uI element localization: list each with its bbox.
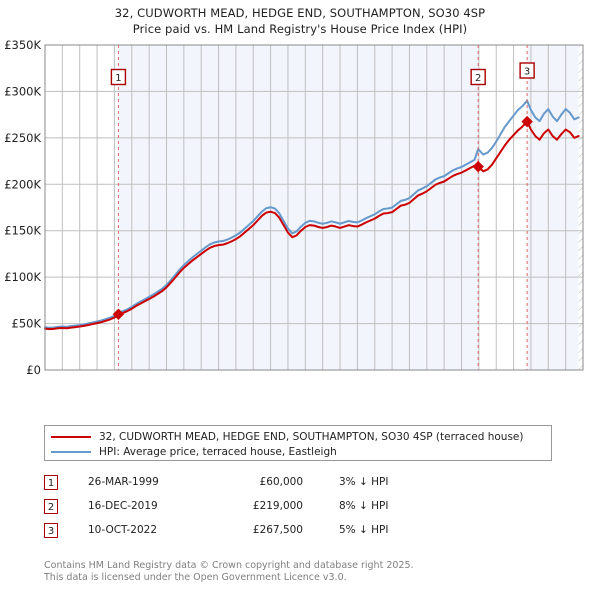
page-title: 32, CUDWORTH MEAD, HEDGE END, SOUTHAMPTO…: [0, 5, 600, 37]
legend-label-hpi: HPI: Average price, terraced house, East…: [99, 446, 337, 458]
footer-line-1: Contains HM Land Registry data © Crown c…: [44, 560, 414, 571]
transaction-date: 16-DEC-2019: [88, 500, 158, 512]
transaction-date: 26-MAR-1999: [88, 476, 159, 488]
footer-line-2: This data is licensed under the Open Gov…: [44, 571, 347, 583]
transactions-table: 1 26-MAR-1999 £60,000 3% ↓ HPI 2 16-DEC-…: [44, 470, 464, 542]
transaction-badge: 3: [44, 522, 58, 538]
ownership-shaded-bands: [45, 45, 583, 370]
transaction-hpi-delta: 5% ↓ HPI: [339, 524, 389, 536]
svg-text:£350K: £350K: [4, 40, 41, 52]
transaction-price: £267,500: [252, 524, 303, 536]
legend-item-property: 32, CUDWORTH MEAD, HEDGE END, SOUTHAMPTO…: [51, 430, 545, 444]
svg-text:£150K: £150K: [4, 224, 41, 238]
price-history-line-chart: £0£50K£100K£150K£200K£250K£300K£350K 199…: [4, 40, 584, 375]
transaction-hpi-delta: 8% ↓ HPI: [339, 500, 389, 512]
chart-frame: [44, 44, 584, 371]
svg-text:2: 2: [475, 73, 481, 84]
y-axis-tick-labels: £0 £50K £100K £150K £200K £250K £300K £350K: [4, 40, 41, 375]
legend-label-property: 32, CUDWORTH MEAD, HEDGE END, SOUTHAMPTO…: [99, 431, 524, 443]
legend-swatch-property: [51, 436, 91, 438]
no-data-hatched-band: [578, 45, 583, 370]
svg-text:£0: £0: [26, 363, 41, 375]
transaction-date: 10-OCT-2022: [88, 524, 157, 536]
transaction-price: £60,000: [259, 476, 303, 488]
transaction-badge: 2: [44, 498, 58, 514]
chart-legend: 32, CUDWORTH MEAD, HEDGE END, SOUTHAMPTO…: [44, 425, 552, 461]
svg-text:£50K: £50K: [12, 317, 42, 331]
svg-text:£300K: £300K: [4, 84, 41, 98]
title-line-2: Price paid vs. HM Land Registry's House …: [132, 22, 468, 36]
footer-attribution: Contains HM Land Registry data © Crown c…: [44, 560, 584, 583]
transaction-badge-labels: 1 2 3: [110, 62, 535, 86]
chart-plot-area: £0£50K£100K£150K£200K£250K£300K£350K 199…: [0, 40, 600, 375]
transaction-price: £219,000: [252, 500, 303, 512]
svg-text:£200K: £200K: [4, 177, 41, 191]
svg-text:1: 1: [115, 73, 121, 84]
svg-text:£250K: £250K: [4, 131, 41, 145]
transaction-point-markers: [112, 115, 533, 320]
legend-swatch-hpi: [51, 451, 91, 453]
table-row: 2 16-DEC-2019 £219,000 8% ↓ HPI: [44, 494, 464, 518]
legend-item-hpi: HPI: Average price, terraced house, East…: [51, 445, 545, 459]
table-row: 3 10-OCT-2022 £267,500 5% ↓ HPI: [44, 518, 464, 542]
title-line-1: 32, CUDWORTH MEAD, HEDGE END, SOUTHAMPTO…: [114, 6, 486, 20]
svg-text:3: 3: [524, 67, 530, 78]
transaction-hpi-delta: 3% ↓ HPI: [339, 476, 389, 488]
table-row: 1 26-MAR-1999 £60,000 3% ↓ HPI: [44, 470, 464, 494]
chart-series-lines: [44, 99, 580, 331]
transaction-badge: 1: [44, 474, 58, 490]
svg-text:£100K: £100K: [4, 270, 41, 284]
